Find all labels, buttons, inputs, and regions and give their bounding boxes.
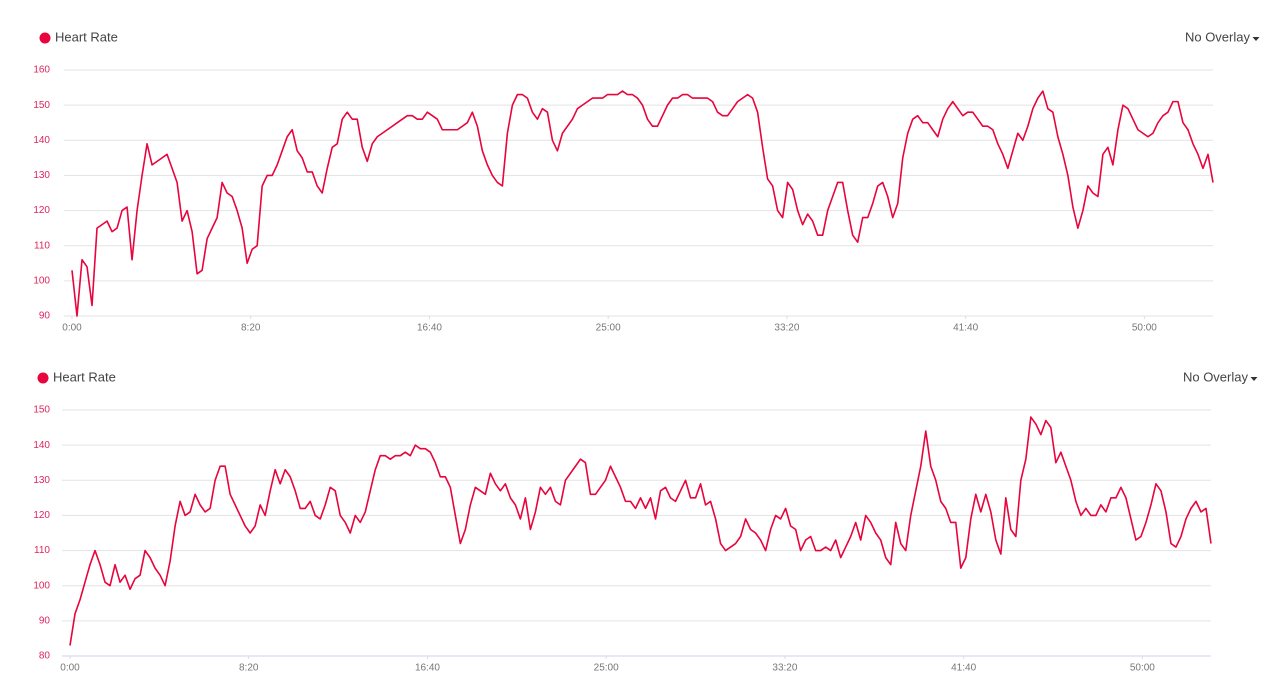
x-tick-label: 41:40 xyxy=(951,663,976,674)
overlay-dropdown[interactable]: No Overlay xyxy=(1183,369,1258,384)
dropdown-arrow[interactable] xyxy=(1250,377,1258,381)
y-tick-label: 120 xyxy=(33,510,50,521)
y-tick-label: 100 xyxy=(33,580,50,591)
heart-rate-line xyxy=(69,416,1212,646)
dropdown-arrow[interactable] xyxy=(1252,37,1260,41)
y-tick-label: 100 xyxy=(33,275,50,286)
y-tick-label: 140 xyxy=(33,440,50,451)
x-tick-label: 8:20 xyxy=(239,663,259,674)
x-tick-label: 8:20 xyxy=(241,323,261,334)
x-tick-label: 50:00 xyxy=(1132,323,1157,334)
y-tick-label: 90 xyxy=(39,615,51,626)
overlay-dropdown[interactable]: No Overlay xyxy=(1185,29,1260,44)
legend-dot xyxy=(37,372,49,384)
y-tick-label: 150 xyxy=(33,100,50,111)
y-tick-label: 130 xyxy=(33,475,50,486)
legend-label: Heart Rate xyxy=(53,369,116,384)
overlay-label[interactable]: No Overlay xyxy=(1183,369,1249,384)
x-tick-label: 0:00 xyxy=(60,663,80,674)
x-tick-label: 33:20 xyxy=(772,663,797,674)
x-tick-label: 16:40 xyxy=(415,663,440,674)
y-tick-label: 130 xyxy=(33,170,50,181)
x-tick-label: 41:40 xyxy=(953,323,978,334)
heart-rate-line xyxy=(71,90,1214,317)
y-tick-label: 110 xyxy=(34,240,50,251)
overlay-label[interactable]: No Overlay xyxy=(1185,29,1251,44)
y-tick-label: 160 xyxy=(33,65,50,76)
y-tick-label: 150 xyxy=(33,405,50,416)
chart: Heart Rate No Overlay 90 100 110 120 130 140 150… xyxy=(33,29,1260,334)
x-tick-label: 0:00 xyxy=(62,323,82,334)
legend-dot xyxy=(39,32,51,44)
x-tick-label: 16:40 xyxy=(417,323,442,334)
x-tick-label: 33:20 xyxy=(774,323,799,334)
y-tick-label: 90 xyxy=(39,311,51,322)
x-tick-label: 50:00 xyxy=(1130,663,1155,674)
x-tick-label: 25:00 xyxy=(594,663,619,674)
y-tick-label: 80 xyxy=(39,651,51,662)
y-tick-label: 110 xyxy=(34,545,50,556)
y-tick-label: 120 xyxy=(33,205,50,216)
y-tick-label: 140 xyxy=(33,135,50,146)
chart: Heart Rate No Overlay 80 90 100 110 120 130 140 1… xyxy=(33,369,1258,674)
legend-label: Heart Rate xyxy=(55,29,118,44)
x-tick-label: 25:00 xyxy=(596,323,621,334)
